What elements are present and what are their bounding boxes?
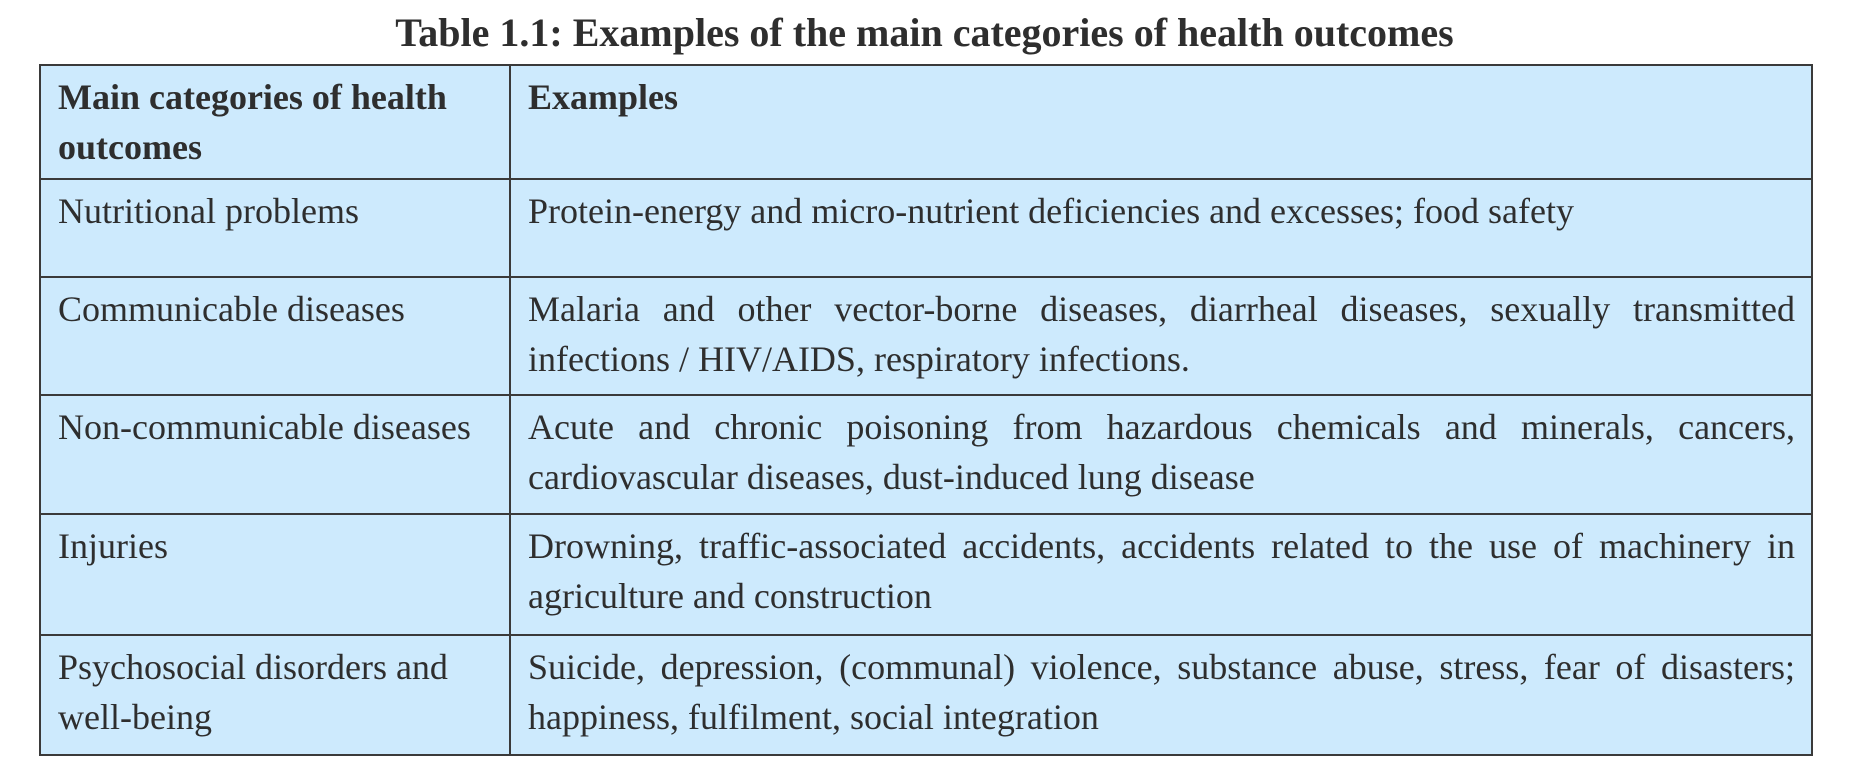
examples-cell: Malaria and other vector-borne diseases,…	[509, 276, 1813, 396]
table-row: Communicable diseases Malaria and other …	[39, 276, 1813, 396]
table-row: Injuries Drowning, traffic-associated ac…	[39, 513, 1813, 636]
table-row: Non-communicable diseases Acute and chro…	[39, 394, 1813, 515]
examples-cell: Drowning, traffic-associated accidents, …	[509, 513, 1813, 636]
column-header-examples: Examples	[509, 64, 1813, 180]
column-header-category: Main categories of health outcomes	[39, 64, 511, 180]
category-cell: Non-communicable diseases	[39, 394, 511, 515]
category-cell: Injuries	[39, 513, 511, 636]
examples-cell: Acute and chronic poisoning from hazardo…	[509, 394, 1813, 515]
category-cell: Communicable diseases	[39, 276, 511, 396]
health-outcomes-table: Main categories of health outcomes Examp…	[39, 64, 1813, 756]
category-cell: Nutritional problems	[39, 178, 511, 278]
examples-cell: Protein-energy and micro-nutrient defici…	[509, 178, 1813, 278]
category-cell: Psychosocial disorders and well-being	[39, 634, 511, 756]
examples-cell: Suicide, depression, (communal) violence…	[509, 634, 1813, 756]
table-row: Psychosocial disorders and well-being Su…	[39, 634, 1813, 756]
table-header-row: Main categories of health outcomes Examp…	[39, 64, 1813, 180]
table-caption: Table 1.1: Examples of the main categori…	[395, 10, 1454, 55]
table-row: Nutritional problems Protein-energy and …	[39, 178, 1813, 278]
